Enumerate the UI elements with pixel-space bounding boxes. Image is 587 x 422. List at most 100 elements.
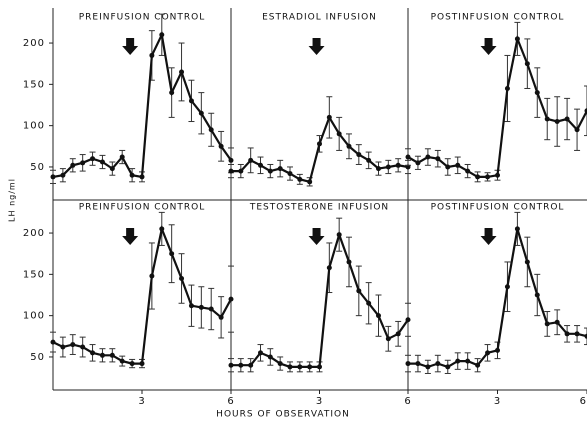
y-tick-label: 50 [30,162,45,173]
data-point [346,259,352,265]
data-point [326,114,332,120]
data-point [139,174,145,180]
data-point [405,154,411,160]
data-point [159,226,165,232]
infusion-arrow [308,38,325,55]
data-point [238,362,244,368]
data-line [408,228,587,369]
data-point [149,273,155,279]
y-axis-label: LH ng/ml [8,178,17,222]
data-point [70,342,76,348]
infusion-arrow [480,38,497,55]
data-point [425,364,431,370]
data-line [52,225,232,365]
y-tick-label: 150 [23,269,45,280]
data-point [524,259,530,265]
data-point [564,331,570,337]
data-point [395,162,401,168]
data-point [238,168,244,174]
data-point [277,361,283,367]
data-point [218,314,224,320]
data-point [169,90,175,96]
data-point [179,275,185,281]
data-point [385,164,391,170]
x-tick-label: 3 [138,396,145,407]
data-point [307,364,313,370]
data-point [228,362,234,368]
data-point [455,162,461,168]
data-point [129,361,135,367]
data-point [584,108,587,114]
data-point [584,333,587,339]
data-point [376,313,381,319]
data-point [455,358,461,364]
data-point [366,157,372,163]
data-point [445,364,451,370]
data-point [465,168,471,174]
data-point [228,157,234,163]
data-point [405,317,411,323]
data-point [385,336,391,342]
infusion-arrow [122,38,139,55]
data-point [287,364,293,370]
y-tick-label: 150 [23,79,45,90]
data-point [139,361,145,367]
data-line [407,35,587,178]
data-point [356,152,362,158]
data-point [574,127,580,133]
data-point [90,156,96,162]
data-point [415,361,421,367]
panel-title: POSTINFUSION CONTROL [431,13,565,23]
y-tick-label: 50 [30,352,45,363]
data-point [366,300,372,306]
data-point [564,116,570,122]
data-point [317,141,322,147]
data-point [198,110,204,116]
data-point [435,156,441,162]
data-point [554,119,560,125]
data-point [258,350,263,356]
data-point [109,352,115,358]
data-point [504,85,510,91]
x-tick-label: 3 [316,396,323,407]
data-point [544,321,550,327]
data-point [336,131,342,137]
data-point [248,157,254,163]
data-point [149,52,155,58]
y-tick-label: 200 [23,228,45,239]
data-point [228,296,234,302]
data-point [248,362,254,368]
data-point [287,171,293,177]
data-point [504,284,510,290]
data-point [277,166,283,172]
data-point [544,116,550,122]
infusion-arrow [122,228,139,245]
data-line [52,31,232,179]
panel-title: POSTINFUSION CONTROL [431,203,565,213]
data-point [514,226,520,232]
data-point [395,331,401,337]
y-tick-label: 100 [23,121,45,132]
data-point [307,179,313,185]
data-point [60,344,66,350]
data-point [297,364,303,370]
data-point [326,265,332,271]
y-tick-label: 200 [23,38,45,49]
data-point [179,69,185,75]
data-point [159,32,165,38]
data-point [346,143,352,149]
data-point [534,90,540,96]
data-point [109,166,115,172]
panel-title: TESTOSTERONE INFUSION [249,203,389,213]
data-point [60,172,66,178]
data-point [465,358,471,364]
data-point [405,361,411,367]
data-point [208,306,214,312]
data-point [198,304,204,310]
data-point [485,350,491,356]
data-point [485,174,491,180]
data-point [50,174,56,180]
x-axis-label: HOURS OF OBSERVATION [216,410,350,420]
x-tick-label: 6 [404,396,411,407]
